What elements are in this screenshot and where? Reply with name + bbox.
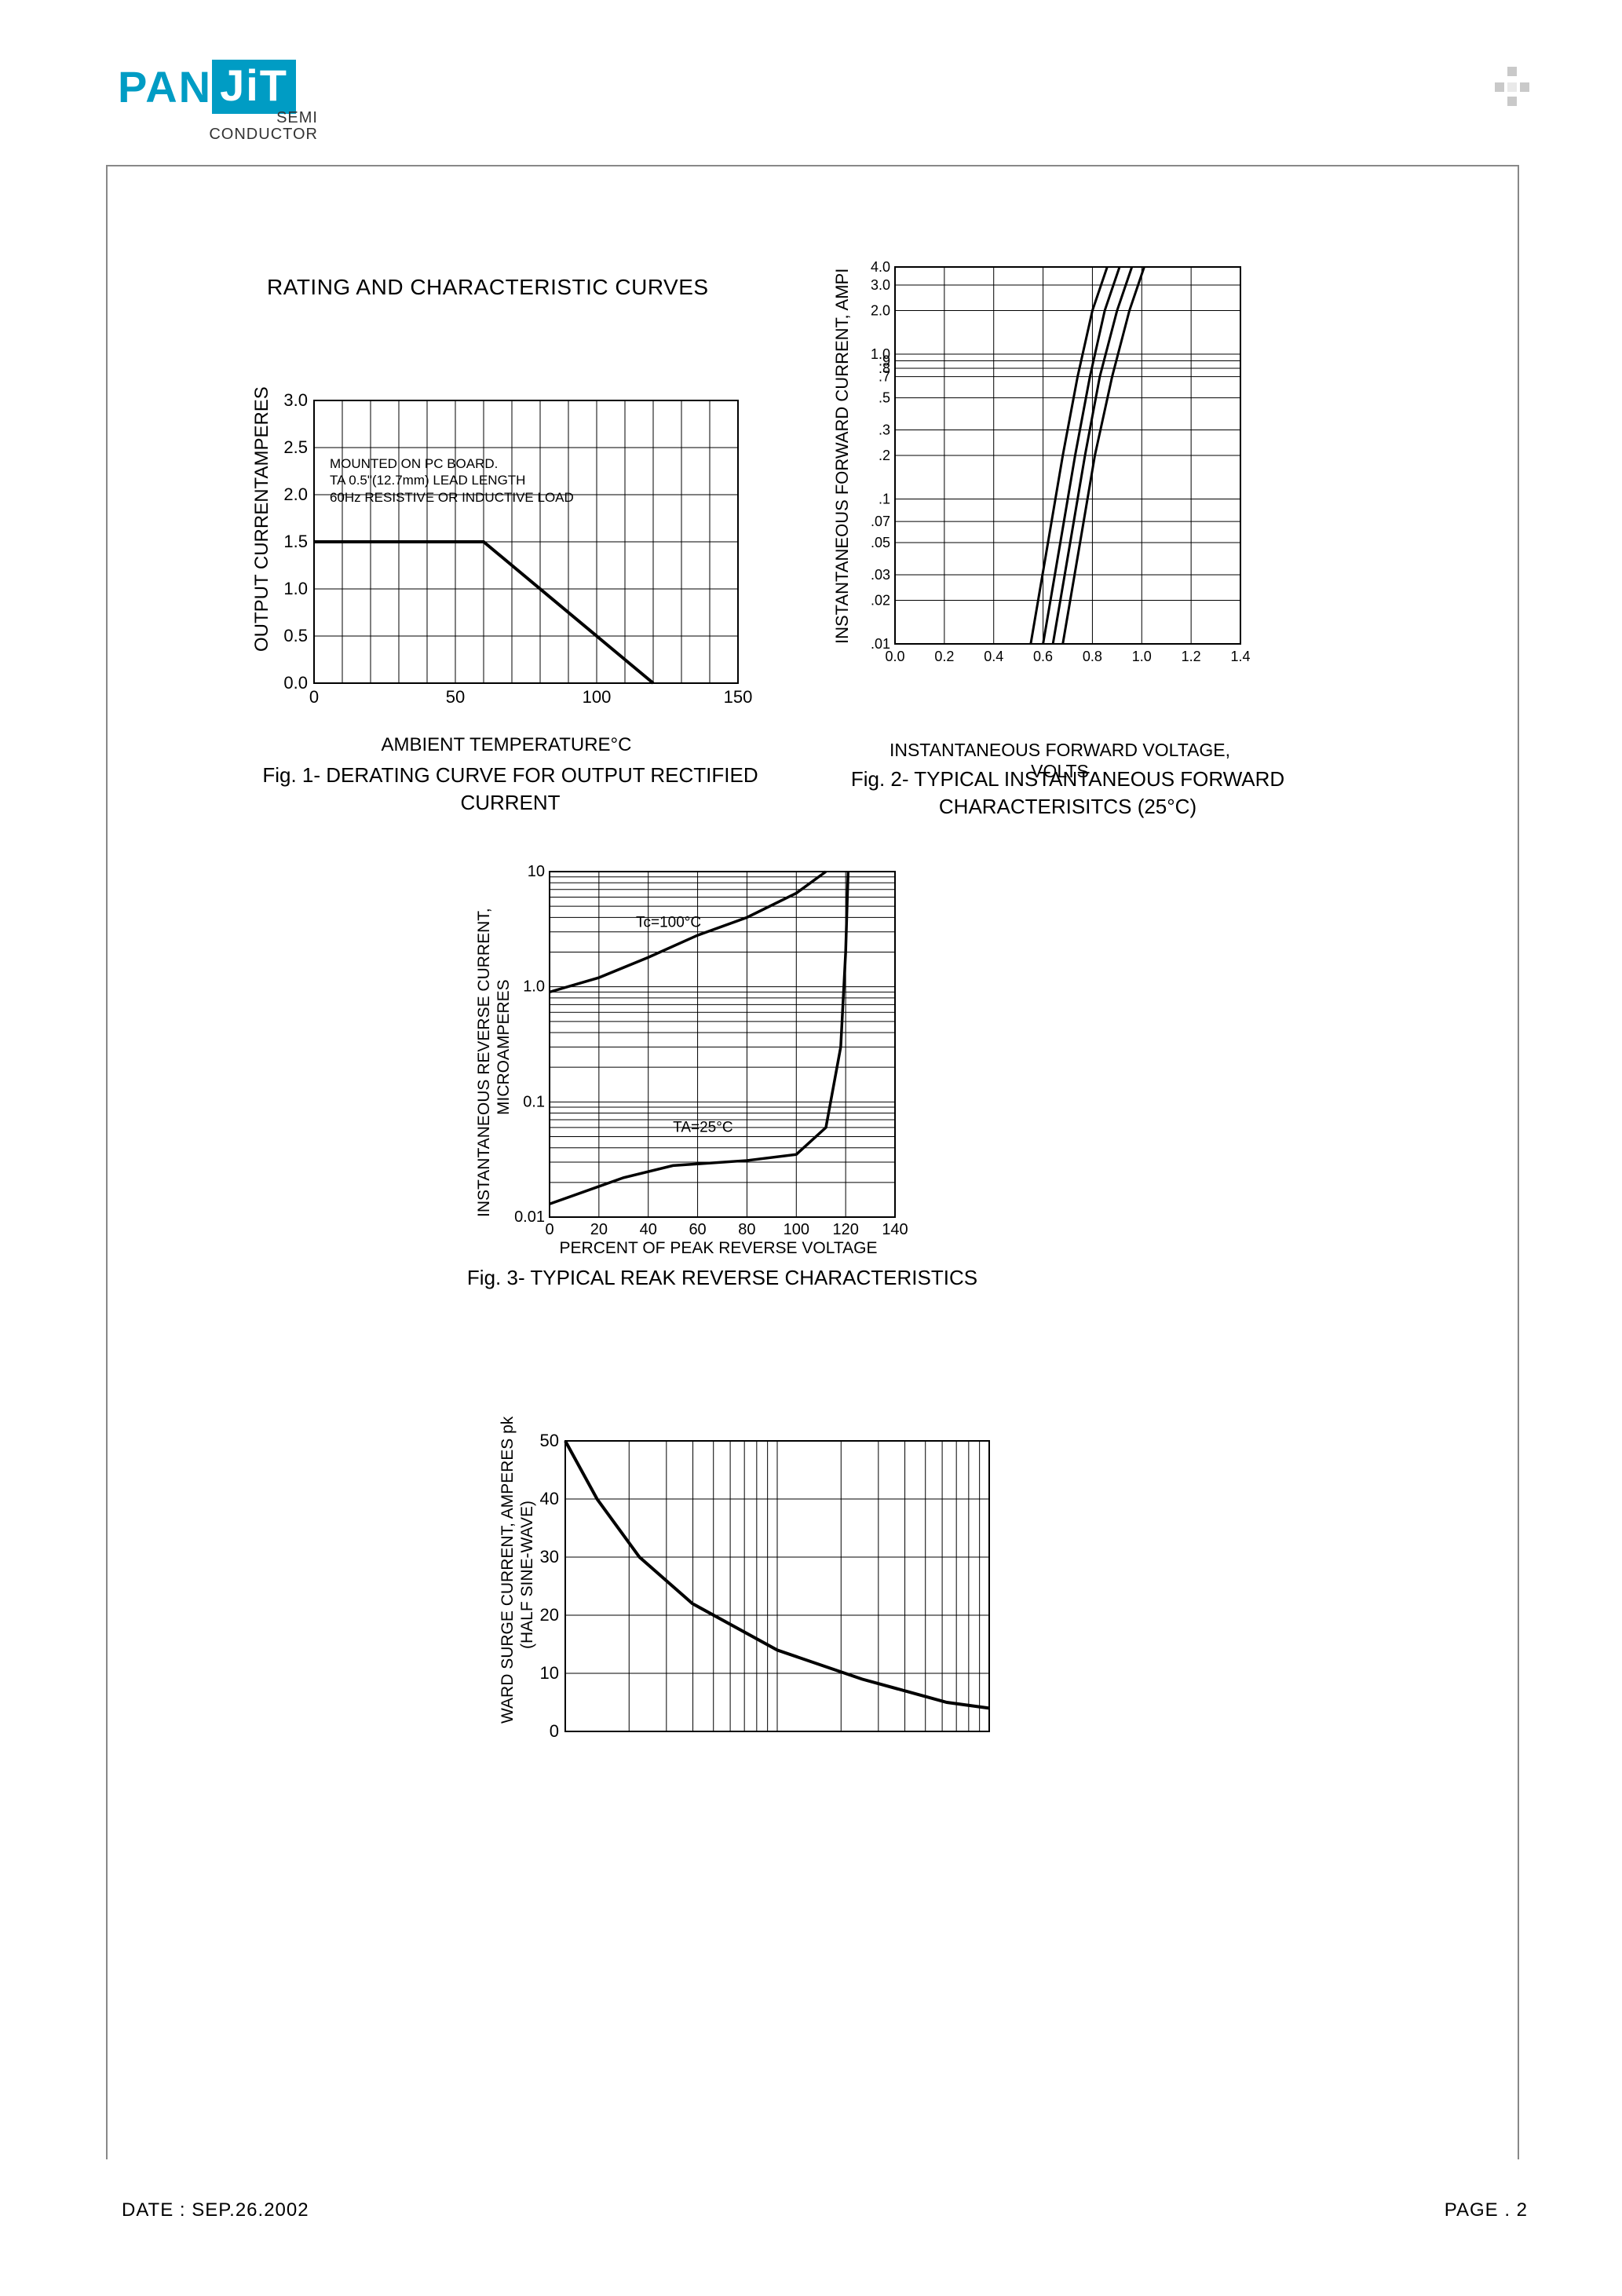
svg-text:20: 20 — [590, 1221, 608, 1238]
logo-sub-line1: SEMI — [177, 110, 318, 126]
fig1-note-1: TA 0.5"(12.7mm) LEAD LENGTH — [330, 472, 574, 488]
svg-text:20: 20 — [540, 1605, 559, 1625]
svg-text:.02: .02 — [871, 592, 890, 608]
fig3-ylabel-2: MICROAMPERES — [495, 979, 513, 1115]
fig4-ylabel-2: (HALF SINE-WAVE) — [518, 1501, 537, 1649]
fig1-caption: Fig. 1- DERATING CURVE FOR OUTPUT RECTIF… — [228, 762, 793, 817]
svg-text:60: 60 — [689, 1221, 706, 1238]
svg-text:4.0: 4.0 — [871, 259, 890, 275]
fig1-notes: MOUNTED ON PC BOARD. TA 0.5"(12.7mm) LEA… — [330, 455, 574, 506]
logo-subtitle: SEMI CONDUCTOR — [177, 110, 318, 143]
svg-text:.07: .07 — [871, 514, 890, 529]
svg-text:.2: .2 — [879, 448, 890, 463]
footer-date: DATE : SEP.26.2002 — [122, 2199, 309, 2221]
brand-logo: PAN JiT — [118, 61, 296, 115]
corner-decoration — [1489, 67, 1536, 114]
svg-text:0.2: 0.2 — [934, 649, 954, 664]
svg-text:80: 80 — [738, 1221, 755, 1238]
svg-text:.5: .5 — [879, 390, 890, 406]
svg-text:TA=25°C: TA=25°C — [673, 1119, 732, 1135]
svg-text:.01: .01 — [871, 636, 890, 652]
fig2-caption: Fig. 2- TYPICAL INSTANTANEOUS FORWARD CH… — [848, 766, 1288, 821]
svg-text:2.5: 2.5 — [283, 437, 308, 457]
logo-text-pan: PAN — [118, 61, 212, 112]
fig4-chart: 01020304050 — [550, 1441, 997, 1755]
svg-text:3.0: 3.0 — [871, 277, 890, 293]
svg-text:1.4: 1.4 — [1230, 649, 1250, 664]
fig3-caption: Fig. 3- TYPICAL REAK REVERSE CHARACTERIS… — [448, 1264, 997, 1292]
svg-text:0.4: 0.4 — [984, 649, 1003, 664]
svg-text:1.2: 1.2 — [1182, 649, 1201, 664]
fig2-chart: 0.00.20.40.60.81.01.21.4.01.02.03.05.07.… — [879, 267, 1248, 675]
svg-text:Tc=100°C: Tc=100°C — [636, 915, 701, 931]
svg-text:0.1: 0.1 — [523, 1093, 545, 1110]
svg-text:140: 140 — [882, 1221, 908, 1238]
logo-box: JiT — [212, 60, 296, 114]
svg-text:0: 0 — [309, 687, 319, 707]
svg-text:.03: .03 — [871, 567, 890, 583]
svg-text:50: 50 — [540, 1431, 559, 1450]
fig1-note-2: 60Hz RESISTIVE OR INDUCTIVE LOAD — [330, 489, 574, 506]
section-title: RATING AND CHARACTERISTIC CURVES — [267, 275, 709, 300]
svg-text:150: 150 — [724, 687, 753, 707]
svg-text:1.0: 1.0 — [1132, 649, 1152, 664]
fig1-note-0: MOUNTED ON PC BOARD. — [330, 455, 574, 472]
svg-text:1.0: 1.0 — [283, 579, 308, 598]
svg-text:10: 10 — [528, 863, 545, 880]
svg-text:1.0: 1.0 — [523, 978, 545, 996]
svg-text:0: 0 — [545, 1221, 553, 1238]
fig3-chart: 0204060801001201400.010.11.010Tc=100°CTA… — [534, 872, 903, 1241]
fig1-chart: 0501001500.00.51.01.52.02.53.0 — [298, 400, 738, 699]
fig1-xlabel: AMBIENT TEMPERATURE°C — [357, 734, 656, 756]
svg-text:100: 100 — [784, 1221, 809, 1238]
svg-text:0: 0 — [550, 1721, 559, 1741]
svg-text:40: 40 — [640, 1221, 657, 1238]
svg-text:0.8: 0.8 — [1083, 649, 1102, 664]
svg-text:100: 100 — [583, 687, 612, 707]
svg-text:50: 50 — [446, 687, 465, 707]
svg-text:2.0: 2.0 — [283, 484, 308, 504]
fig2-ylabel: INSTANTANEOUS FORWARD CURRENT, AMPI — [832, 269, 853, 644]
svg-text:10: 10 — [540, 1663, 559, 1683]
svg-text:30: 30 — [540, 1547, 559, 1567]
fig3-ylabel-1: INSTANTANEOUS REVERSE CURRENT, — [475, 908, 494, 1217]
svg-text:.05: .05 — [871, 535, 890, 550]
svg-text:120: 120 — [832, 1221, 858, 1238]
svg-text:40: 40 — [540, 1489, 559, 1508]
logo-text-jit: JiT — [220, 60, 288, 110]
svg-text:0.0: 0.0 — [283, 673, 308, 693]
svg-text:2.0: 2.0 — [871, 303, 890, 319]
logo-sub-line2: CONDUCTOR — [177, 126, 318, 143]
svg-text:0.6: 0.6 — [1033, 649, 1053, 664]
svg-text:1.0: 1.0 — [871, 346, 890, 362]
svg-text:3.0: 3.0 — [283, 390, 308, 410]
svg-text:1.5: 1.5 — [283, 532, 308, 551]
svg-text:0.5: 0.5 — [283, 626, 308, 645]
svg-text:0.01: 0.01 — [514, 1208, 545, 1226]
footer-page: PAGE . 2 — [1445, 2199, 1528, 2221]
fig3-xlabel: PERCENT OF PEAK REVERSE VOLTAGE — [550, 1239, 887, 1258]
fig4-ylabel-1: WARD SURGE CURRENT, AMPERES pk — [499, 1417, 517, 1724]
svg-text:.3: .3 — [879, 422, 890, 438]
svg-text:.1: .1 — [879, 492, 890, 507]
fig1-ylabel: OUTPUT CURRENTAMPERES — [251, 386, 273, 652]
